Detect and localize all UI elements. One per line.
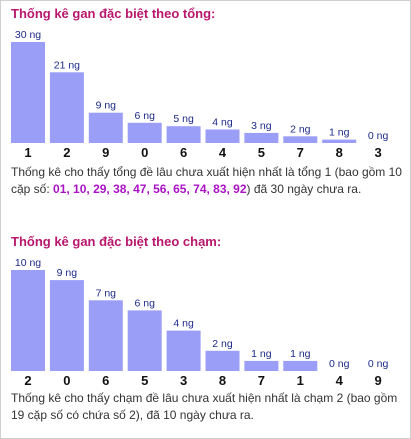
touch-category-label-0: 0 xyxy=(63,373,70,388)
sum-value-label-2: 21 ng xyxy=(54,59,80,71)
touch-bar-5 xyxy=(127,310,162,371)
touch-bar-1 xyxy=(283,360,318,371)
touch-value-label-9: 0 ng xyxy=(368,358,389,370)
sum-category-label-2: 2 xyxy=(63,145,70,160)
sum-pair-list: 01, 10, 29, 38, 47, 56, 65, 74, 83, 92 xyxy=(53,182,247,196)
sum-value-label-0: 6 ng xyxy=(134,110,155,122)
sum-bar-4 xyxy=(205,129,240,143)
sum-value-label-6: 5 ng xyxy=(173,113,194,125)
sum-bar-2 xyxy=(49,72,84,143)
sum-bar-0 xyxy=(127,122,162,143)
sum-value-label-7: 2 ng xyxy=(290,123,311,135)
sum-bar-6 xyxy=(166,126,201,143)
touch-value-label-7: 1 ng xyxy=(251,348,272,360)
touch-bar-6 xyxy=(88,300,123,371)
sum-category-label-8: 8 xyxy=(336,145,343,160)
touch-value-label-4: 0 ng xyxy=(329,358,350,370)
sum-category-label-3: 3 xyxy=(374,145,381,160)
touch-category-label-7: 7 xyxy=(258,373,265,388)
sum-bar-1 xyxy=(11,42,45,143)
touch-category-label-3: 3 xyxy=(180,373,187,388)
touch-bar-0 xyxy=(49,280,84,371)
sum-value-label-4: 4 ng xyxy=(212,117,233,129)
touch-category-label-1: 1 xyxy=(297,373,304,388)
sum-value-label-1: 30 ng xyxy=(15,29,41,41)
touch-bar-7 xyxy=(244,360,279,371)
sum-bar-8 xyxy=(322,139,357,143)
touch-category-label-6: 6 xyxy=(102,373,109,388)
touch-value-label-8: 2 ng xyxy=(212,338,233,350)
sum-value-label-8: 1 ng xyxy=(329,127,350,139)
touch-bar-3 xyxy=(166,330,201,371)
sum-bar-7 xyxy=(283,136,318,143)
sum-category-label-0: 0 xyxy=(141,145,148,160)
sum-bar-9 xyxy=(88,112,123,143)
sum-category-label-7: 7 xyxy=(297,145,304,160)
sum-category-label-6: 6 xyxy=(180,145,187,160)
touch-value-label-6: 7 ng xyxy=(96,287,117,299)
sum-description-lead: Thống kê cho thấy tổng đề lâu chưa xuất … xyxy=(11,165,402,196)
touch-value-label-0: 9 ng xyxy=(57,267,78,279)
touch-value-label-3: 4 ng xyxy=(173,318,194,330)
sum-category-label-4: 4 xyxy=(219,145,227,160)
touch-category-label-8: 8 xyxy=(219,373,226,388)
touch-value-label-2: 10 ng xyxy=(15,257,41,269)
touch-chart-title: Thống kê gan đặc biệt theo chạm: xyxy=(11,234,222,249)
touch-bar-2 xyxy=(11,270,45,371)
sum-value-label-3: 0 ng xyxy=(368,130,389,142)
touch-category-label-4: 4 xyxy=(336,373,344,388)
sum-category-label-5: 5 xyxy=(258,145,265,160)
sum-value-label-9: 9 ng xyxy=(96,100,117,112)
touch-category-label-5: 5 xyxy=(141,373,148,388)
sum-bar-5 xyxy=(244,132,279,143)
touch-value-label-1: 1 ng xyxy=(290,348,311,360)
touch-value-label-5: 6 ng xyxy=(134,297,155,309)
sum-chart-title: Thống kê gan đặc biệt theo tổng: xyxy=(11,6,216,21)
sum-value-label-5: 3 ng xyxy=(251,120,272,132)
sum-category-label-9: 9 xyxy=(102,145,109,160)
touch-category-label-2: 2 xyxy=(24,373,31,388)
sum-description: Thống kê cho thấy tổng đề lâu chưa xuất … xyxy=(11,164,403,198)
touch-description: Thống kê cho thấy chạm đề lâu chưa xuất … xyxy=(11,390,403,424)
touch-category-label-9: 9 xyxy=(374,373,381,388)
sum-category-label-1: 1 xyxy=(24,145,31,160)
touch-bar-8 xyxy=(205,350,240,371)
touch-description-text: Thống kê cho thấy chạm đề lâu chưa xuất … xyxy=(11,391,398,422)
sum-description-tail: ) đã 30 ngày chưa ra. xyxy=(246,182,362,196)
